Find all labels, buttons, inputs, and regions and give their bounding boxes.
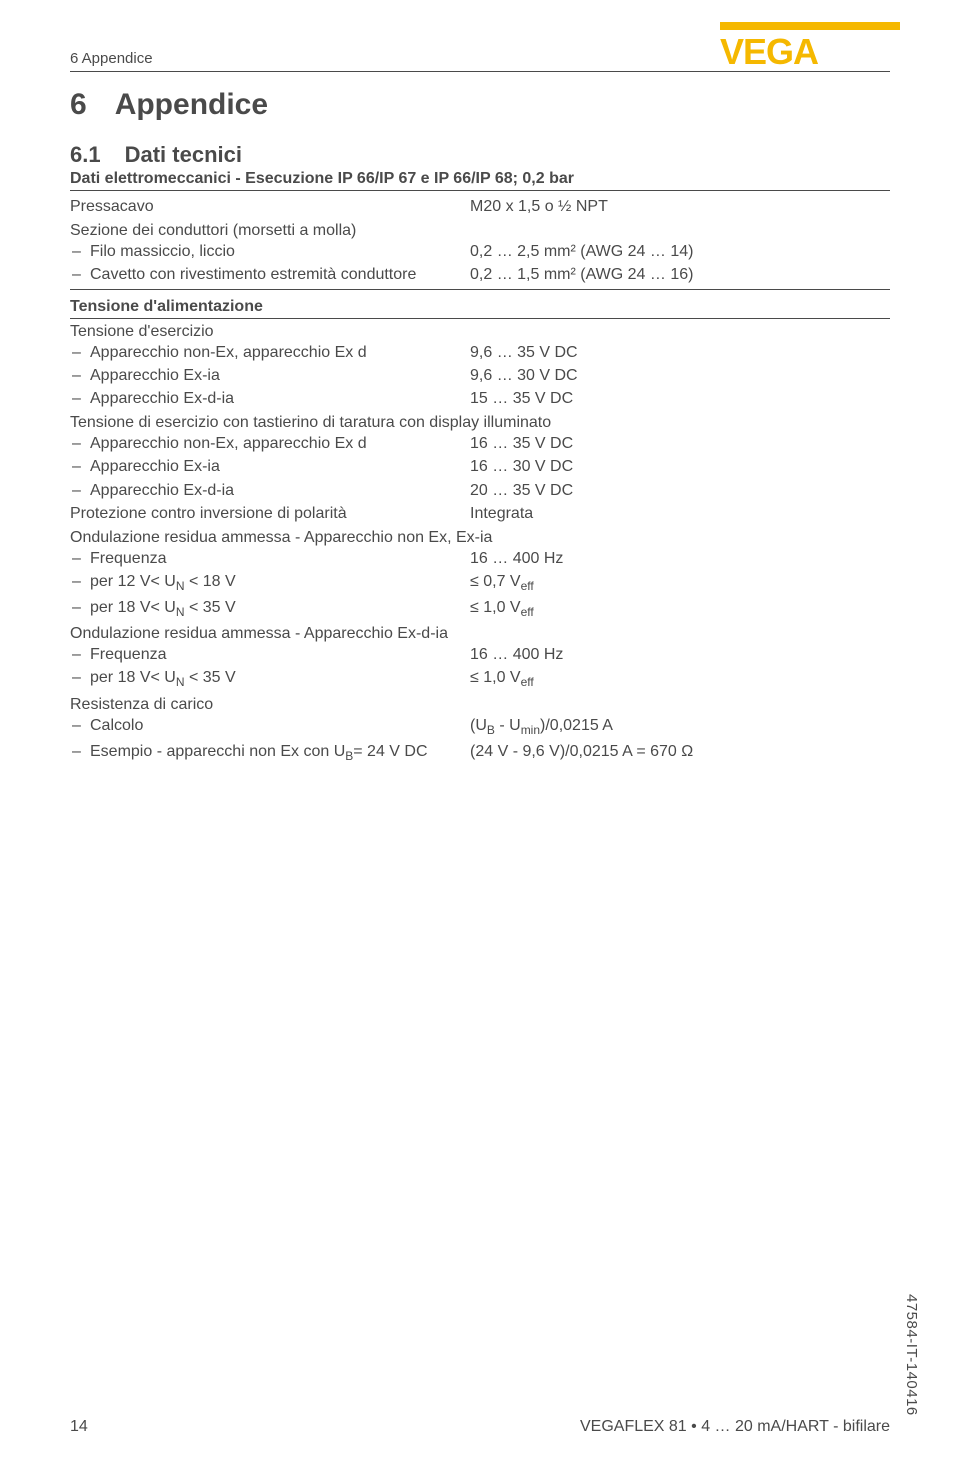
group-heading-electro: Dati elettromeccanici - Esecuzione IP 66… bbox=[70, 170, 890, 191]
spec-value: 0,2 … 2,5 mm² (AWG 24 … 14) bbox=[470, 240, 890, 263]
spec-value: M20 x 1,5 o ½ NPT bbox=[470, 195, 890, 218]
spec-value: 16 … 35 V DC bbox=[470, 432, 890, 455]
spec-sub-heading: Ondulazione residua ammessa - Apparecchi… bbox=[70, 529, 890, 547]
spec-value: Integrata bbox=[470, 502, 890, 525]
spec-value: 15 … 35 V DC bbox=[470, 387, 890, 410]
spec-label: Frequenza bbox=[70, 547, 470, 570]
spec-row: per 12 V< UN < 18 V ≤ 0,7 Veff bbox=[70, 570, 890, 596]
spec-label: Apparecchio Ex-d-ia bbox=[70, 387, 470, 410]
footer-doc-title: VEGAFLEX 81 • 4 … 20 mA/HART - bifilare bbox=[580, 1418, 890, 1436]
section-number: 6.1 bbox=[70, 142, 101, 168]
breadcrumb: 6 Appendice bbox=[70, 50, 153, 67]
spec-sub-heading: Tensione d'esercizio bbox=[70, 323, 890, 341]
spec-value: (UB - Umin)/0,0215 A bbox=[470, 714, 890, 740]
spec-label: Calcolo bbox=[70, 714, 470, 740]
chapter-number: 6 bbox=[70, 88, 87, 122]
spec-label: Pressacavo bbox=[70, 195, 470, 218]
spec-label: Apparecchio Ex-ia bbox=[70, 364, 470, 387]
spec-value: 16 … 400 Hz bbox=[470, 643, 890, 666]
document-id-vertical: 47584-IT-140416 bbox=[903, 1294, 920, 1416]
spec-value: 16 … 30 V DC bbox=[470, 455, 890, 478]
spec-label: Protezione contro inversione di polarità bbox=[70, 502, 470, 525]
spec-value: 9,6 … 35 V DC bbox=[470, 341, 890, 364]
spec-label: Frequenza bbox=[70, 643, 470, 666]
spec-label: Apparecchio Ex-ia bbox=[70, 455, 470, 478]
spec-row: Frequenza 16 … 400 Hz bbox=[70, 643, 890, 666]
spec-value: 20 … 35 V DC bbox=[470, 479, 890, 502]
spec-value: ≤ 1,0 Veff bbox=[470, 596, 890, 622]
spec-label: per 18 V< UN < 35 V bbox=[70, 596, 470, 622]
spec-label: Apparecchio non-Ex, apparecchio Ex d bbox=[70, 341, 470, 364]
spec-sub-heading: Resistenza di carico bbox=[70, 696, 890, 714]
spec-row: Apparecchio non-Ex, apparecchio Ex d 9,6… bbox=[70, 341, 890, 364]
spec-row: Pressacavo M20 x 1,5 o ½ NPT bbox=[70, 195, 890, 218]
spec-row: Protezione contro inversione di polarità… bbox=[70, 502, 890, 525]
spec-row: Frequenza 16 … 400 Hz bbox=[70, 547, 890, 570]
spec-sub-heading: Ondulazione residua ammessa - Apparecchi… bbox=[70, 625, 890, 643]
spec-row: Apparecchio Ex-ia 9,6 … 30 V DC bbox=[70, 364, 890, 387]
spec-sub-heading: Sezione dei conduttori (morsetti a molla… bbox=[70, 222, 890, 240]
spec-row: Apparecchio Ex-ia 16 … 30 V DC bbox=[70, 455, 890, 478]
spec-label: Esempio - apparecchi non Ex con UB= 24 V… bbox=[70, 740, 470, 766]
spec-value: ≤ 0,7 Veff bbox=[470, 570, 890, 596]
spec-row: Apparecchio Ex-d-ia 15 … 35 V DC bbox=[70, 387, 890, 410]
spec-label: per 12 V< UN < 18 V bbox=[70, 570, 470, 596]
spec-label: Filo massiccio, liccio bbox=[70, 240, 470, 263]
spec-row: Esempio - apparecchi non Ex con UB= 24 V… bbox=[70, 740, 890, 766]
section-name: Dati tecnici bbox=[125, 142, 242, 167]
spec-value: 16 … 400 Hz bbox=[470, 547, 890, 570]
spec-row: Calcolo (UB - Umin)/0,0215 A bbox=[70, 714, 890, 740]
section-title: 6.1 Dati tecnici bbox=[70, 142, 890, 168]
spec-label: per 18 V< UN < 35 V bbox=[70, 666, 470, 692]
group-heading-supply: Tensione d'alimentazione bbox=[70, 298, 890, 319]
chapter-title: 6 Appendice bbox=[70, 88, 890, 122]
spec-label: Apparecchio Ex-d-ia bbox=[70, 479, 470, 502]
spec-value: 0,2 … 1,5 mm² (AWG 24 … 16) bbox=[470, 263, 890, 286]
spec-value: 9,6 … 30 V DC bbox=[470, 364, 890, 387]
spec-row: per 18 V< UN < 35 V ≤ 1,0 Veff bbox=[70, 666, 890, 692]
spec-label: Apparecchio non-Ex, apparecchio Ex d bbox=[70, 432, 470, 455]
spec-label: Cavetto con rivestimento estremità condu… bbox=[70, 263, 470, 286]
spec-row: Apparecchio Ex-d-ia 20 … 35 V DC bbox=[70, 479, 890, 502]
spec-row: Filo massiccio, liccio 0,2 … 2,5 mm² (AW… bbox=[70, 240, 890, 263]
chapter-name: Appendice bbox=[115, 88, 268, 121]
spec-row: Cavetto con rivestimento estremità condu… bbox=[70, 263, 890, 286]
page-footer: 14 VEGAFLEX 81 • 4 … 20 mA/HART - bifila… bbox=[70, 1418, 890, 1436]
svg-text:VEGA: VEGA bbox=[720, 31, 819, 68]
spec-sub-heading: Tensione di esercizio con tastierino di … bbox=[70, 414, 890, 432]
spec-row: per 18 V< UN < 35 V ≤ 1,0 Veff bbox=[70, 596, 890, 622]
spec-value: (24 V - 9,6 V)/0,0215 A = 670 Ω bbox=[470, 740, 890, 766]
spec-row: Apparecchio non-Ex, apparecchio Ex d 16 … bbox=[70, 432, 890, 455]
vega-logo: VEGA bbox=[720, 22, 900, 73]
page-number: 14 bbox=[70, 1418, 88, 1436]
spec-value: ≤ 1,0 Veff bbox=[470, 666, 890, 692]
